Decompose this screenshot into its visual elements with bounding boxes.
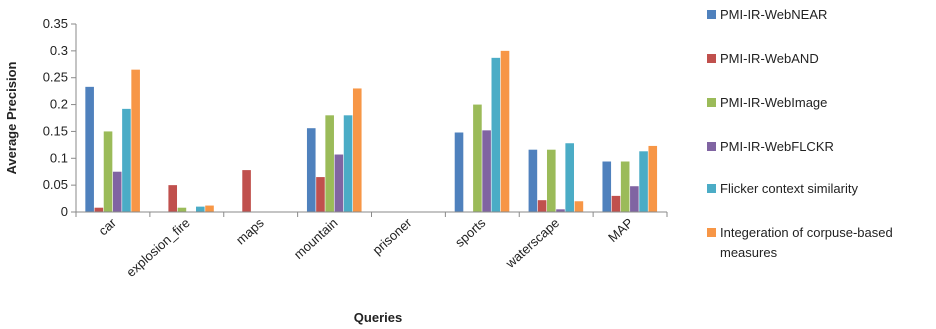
legend-swatch [707, 228, 716, 237]
y-tick-label: 0.25 [43, 70, 68, 85]
bar [639, 151, 648, 212]
legend-label: PMI-IR-WebNEAR [720, 7, 827, 22]
legend-swatch [707, 184, 716, 193]
bar [602, 161, 612, 212]
x-category-label: explosion_fire [123, 215, 193, 280]
bar [482, 130, 491, 212]
bar [352, 88, 362, 212]
y-tick-label: 0.15 [43, 123, 68, 138]
bar [334, 154, 344, 212]
legend-label: PMI-IR-WebAND [720, 51, 819, 66]
legend-label: PMI-IR-WebImage [720, 95, 827, 110]
bar [473, 104, 482, 212]
x-category-label: sports [452, 215, 489, 250]
bar [122, 108, 131, 212]
bar [94, 207, 104, 212]
bar [500, 50, 510, 212]
legend-swatch [707, 98, 716, 107]
y-tick-label: 0.3 [50, 43, 68, 58]
y-axis-ticks: 0 0.05 0.1 0.15 0.2 0.25 0.3 0.35 [43, 16, 76, 219]
x-category-label: MAP [605, 215, 636, 245]
bar [112, 171, 122, 212]
x-category-label: waterscape [502, 215, 562, 271]
bar [196, 206, 205, 212]
bar [205, 205, 214, 212]
y-tick-label: 0.2 [50, 97, 68, 112]
legend-label: Flicker context similarity [720, 181, 858, 196]
x-category-label: maps [233, 215, 267, 248]
y-axis-title: Average Precision [4, 61, 19, 174]
bar [103, 131, 113, 212]
bar [546, 149, 556, 212]
legend-swatch [707, 142, 716, 151]
bar [325, 115, 334, 212]
y-tick-label: 0.35 [43, 16, 68, 31]
bar [648, 145, 658, 212]
bar [574, 201, 584, 212]
x-category-label: car [95, 215, 119, 239]
bar-series-group [85, 50, 658, 213]
bar [611, 195, 621, 212]
bar [306, 128, 316, 212]
bar [630, 186, 639, 212]
bar [316, 177, 325, 212]
bar [565, 143, 574, 212]
bar [491, 57, 501, 213]
bar [177, 207, 187, 212]
bar [620, 161, 630, 212]
bar [131, 69, 140, 213]
y-tick-label: 0.05 [43, 177, 68, 192]
legend-label: PMI-IR-WebFLCKR [720, 139, 834, 154]
chart-legend: PMI-IR-WebNEAR PMI-IR-WebAND PMI-IR-WebIma… [707, 7, 893, 260]
x-axis-title: Queries [354, 310, 402, 325]
y-tick-label: 0 [61, 204, 68, 219]
bar [556, 209, 565, 212]
bar [537, 200, 547, 212]
bar [454, 132, 464, 212]
bar [85, 86, 94, 212]
legend-swatch [707, 10, 716, 19]
y-tick-label: 0.1 [50, 150, 68, 165]
bar [528, 149, 538, 212]
legend-label: Integeration of corpuse-based measures [720, 225, 893, 260]
legend-swatch [707, 54, 716, 63]
bar [168, 185, 178, 212]
bar [343, 115, 353, 212]
x-category-label: mountain [291, 215, 341, 262]
x-category-label: prisoner [370, 215, 415, 258]
x-axis-category-labels: car explosion_fire maps mountain prisoner spo… [75, 212, 668, 280]
bar [242, 170, 251, 212]
